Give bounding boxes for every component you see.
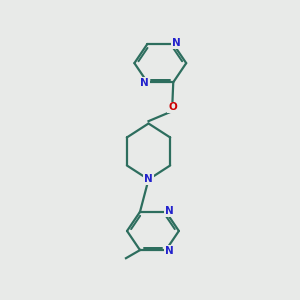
Text: N: N — [172, 38, 181, 48]
Text: N: N — [144, 174, 153, 184]
Text: N: N — [165, 206, 174, 216]
Text: O: O — [168, 102, 177, 112]
Text: N: N — [165, 246, 174, 256]
Text: N: N — [140, 78, 149, 88]
